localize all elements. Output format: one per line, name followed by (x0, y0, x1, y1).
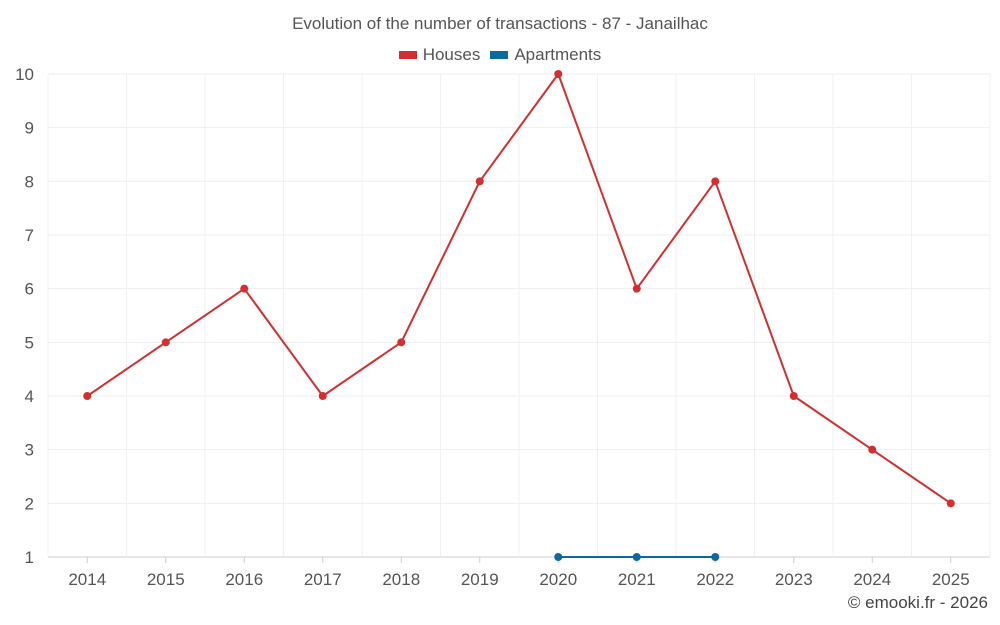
x-tick-label: 2020 (539, 570, 577, 589)
data-point-houses (789, 392, 798, 400)
y-tick-label: 6 (25, 280, 34, 299)
data-point-apartments (554, 553, 563, 561)
data-point-houses (161, 338, 170, 347)
x-tick-label: 2022 (696, 570, 734, 589)
data-point-apartments (632, 553, 641, 561)
y-tick-label: 3 (25, 441, 34, 460)
data-point-houses (554, 70, 563, 78)
x-tick-label: 2025 (932, 570, 970, 589)
legend-item-apartments[interactable]: Apartments (490, 45, 601, 65)
y-tick-label: 5 (25, 333, 34, 352)
data-point-houses (475, 177, 484, 186)
data-point-houses (240, 284, 249, 293)
chart-title: Evolution of the number of transactions … (292, 14, 708, 33)
x-tick-label: 2024 (853, 570, 891, 589)
data-point-houses (397, 338, 406, 347)
y-tick-label: 1 (25, 548, 34, 567)
x-tick-label: 2016 (225, 570, 263, 589)
legend-label-apartments: Apartments (514, 45, 602, 64)
legend-item-houses[interactable]: Houses (398, 45, 481, 65)
credit-text: © emooki.fr - 2026 (847, 593, 988, 612)
data-point-houses (318, 392, 327, 400)
x-tick-label: 2015 (147, 570, 185, 589)
y-tick-label: 8 (25, 172, 34, 191)
x-tick-label: 2019 (461, 570, 499, 589)
x-tick-label: 2017 (304, 570, 342, 589)
data-point-houses (83, 392, 92, 400)
data-point-houses (868, 445, 877, 454)
x-tick-label: 2021 (618, 570, 656, 589)
y-tick-label: 2 (25, 494, 34, 513)
data-point-apartments (711, 553, 720, 561)
legend-label-houses: Houses (422, 45, 481, 64)
data-point-houses (711, 177, 720, 186)
x-tick-label: 2014 (68, 570, 106, 589)
legend-swatch-apartments (490, 51, 509, 59)
y-tick-label: 7 (25, 226, 34, 245)
y-tick-label: 10 (15, 65, 34, 84)
x-tick-label: 2018 (382, 570, 420, 589)
data-point-houses (946, 499, 955, 508)
data-point-houses (632, 284, 641, 293)
x-tick-label: 2023 (775, 570, 813, 589)
y-tick-label: 4 (25, 387, 34, 406)
chart-legend: Houses Apartments (0, 45, 1000, 65)
y-tick-label: 9 (25, 119, 34, 138)
series-line-houses (86, 73, 952, 505)
legend-swatch-houses (398, 51, 417, 59)
